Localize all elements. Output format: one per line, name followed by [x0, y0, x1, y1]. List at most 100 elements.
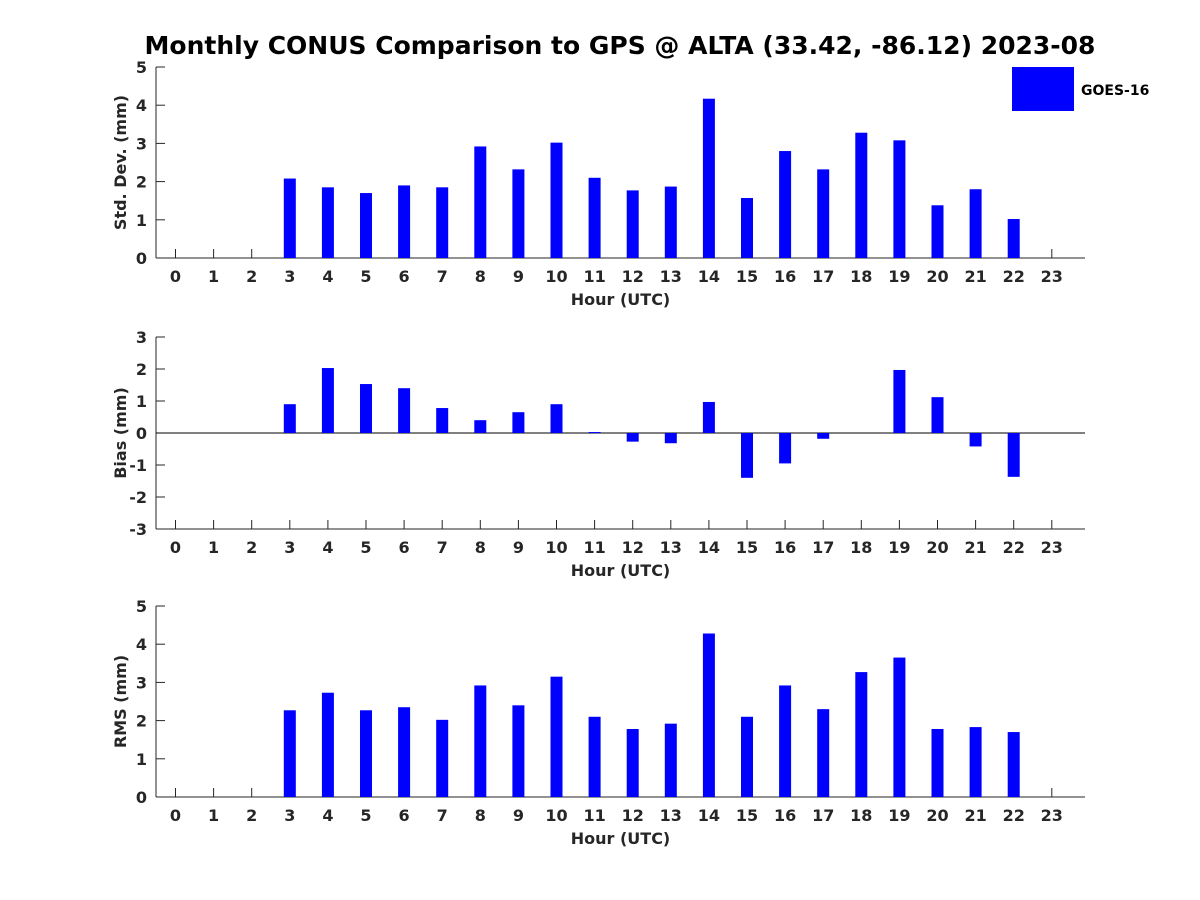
std-dev-x-tick-label: 14: [698, 267, 720, 286]
std-dev-x-tick-label: 11: [583, 267, 605, 286]
rms-x-tick-label: 19: [888, 806, 910, 825]
rms-y-tick-label: 2: [136, 712, 147, 731]
rms-x-tick-label: 22: [1003, 806, 1025, 825]
std-dev-x-tick-label: 12: [622, 267, 644, 286]
std-dev-bar-hour-20: [931, 205, 944, 258]
std-dev-bar-hour-4: [321, 187, 334, 258]
std-dev-bar-hour-10: [550, 142, 563, 258]
std-dev-y-tick-label: 1: [136, 211, 147, 230]
bias-y-axis-label: Bias (mm): [111, 387, 130, 479]
rms-bar-hour-17: [817, 709, 830, 797]
rms-x-tick-label: 13: [660, 806, 682, 825]
bias-x-tick-label: 15: [736, 538, 758, 557]
rms-bar-hour-3: [283, 710, 296, 797]
std-dev-x-tick-label: 17: [812, 267, 834, 286]
std-dev-bar-hour-6: [398, 185, 411, 258]
std-dev-x-tick-label: 0: [170, 267, 181, 286]
std-dev-x-tick-label: 5: [360, 267, 371, 286]
bias-bar-hour-20: [931, 397, 944, 433]
rms-y-tick-label: 0: [136, 788, 147, 807]
bias-y-tick-label: -3: [129, 520, 147, 539]
bias-x-tick-label: 23: [1041, 538, 1063, 557]
std-dev-x-tick-label: 2: [246, 267, 257, 286]
rms-x-tick-label: 18: [850, 806, 872, 825]
std-dev-bar-hour-18: [855, 132, 868, 258]
bias-y-tick-label: 2: [136, 360, 147, 379]
rms-x-tick-label: 12: [622, 806, 644, 825]
bias-bar-hour-3: [283, 404, 296, 433]
std-dev-bar-hour-11: [588, 177, 601, 258]
bias-x-tick-label: 11: [583, 538, 605, 557]
rms-x-tick-label: 10: [545, 806, 567, 825]
legend-swatch: [1012, 67, 1074, 111]
figure-title: Monthly CONUS Comparison to GPS @ ALTA (…: [145, 31, 1096, 60]
std-dev-x-tick-label: 15: [736, 267, 758, 286]
std-dev-x-tick-label: 10: [545, 267, 567, 286]
rms-x-tick-label: 8: [475, 806, 486, 825]
rms-x-tick-label: 21: [964, 806, 986, 825]
std-dev-bar-hour-19: [893, 140, 906, 258]
bias-x-tick-label: 20: [926, 538, 948, 557]
std-dev-bar-hour-7: [436, 187, 449, 258]
rms-y-axis-label: RMS (mm): [111, 655, 130, 748]
rms-bar-hour-12: [626, 729, 639, 797]
rms-x-tick-label: 14: [698, 806, 720, 825]
bias-y-tick-label: 3: [136, 328, 147, 347]
bias-bar-hour-17: [817, 433, 830, 439]
bias-bar-hour-15: [741, 433, 753, 478]
bias-x-tick-label: 3: [284, 538, 295, 557]
bias-bar-hour-6: [398, 388, 411, 433]
rms-x-tick-label: 23: [1041, 806, 1063, 825]
bias-x-tick-label: 2: [246, 538, 257, 557]
std-dev-bar-hour-3: [283, 178, 296, 258]
bias-x-tick-label: 9: [513, 538, 524, 557]
std-dev-bar-hour-17: [817, 169, 830, 258]
rms-bar-hour-21: [969, 727, 982, 797]
rms-bar-hour-15: [741, 716, 753, 797]
std-dev-x-tick-label: 23: [1041, 267, 1063, 286]
rms-x-tick-label: 2: [246, 806, 257, 825]
rms-bar-hour-13: [664, 723, 677, 797]
std-dev-y-tick-label: 4: [136, 96, 147, 115]
std-dev-y-tick-label: 5: [136, 58, 147, 77]
bias-x-tick-label: 5: [360, 538, 371, 557]
bias-bar-hour-16: [779, 433, 792, 464]
rms-bar-hour-9: [512, 705, 525, 797]
bias-bar-hour-9: [512, 412, 525, 433]
rms-y-tick-label: 5: [136, 597, 147, 616]
bias-bar-hour-11: [588, 432, 601, 434]
rms-bar-hour-20: [931, 729, 944, 797]
std-dev-bar-hour-8: [474, 146, 487, 258]
rms-x-tick-label: 7: [437, 806, 448, 825]
bias-x-tick-label: 19: [888, 538, 910, 557]
bias-bar-hour-12: [626, 433, 639, 442]
bias-bar-hour-10: [550, 404, 563, 433]
legend: GOES-16: [1012, 67, 1149, 111]
std-dev-x-tick-label: 7: [437, 267, 448, 286]
bias-x-tick-label: 12: [622, 538, 644, 557]
rms-x-tick-label: 0: [170, 806, 181, 825]
bias-x-tick-label: 17: [812, 538, 834, 557]
bias-bar-hour-19: [893, 369, 906, 433]
std-dev-x-tick-label: 20: [926, 267, 948, 286]
rms-bar-hour-19: [893, 657, 906, 797]
rms-bar-hour-14: [702, 633, 715, 797]
rms-bar-hour-18: [855, 672, 868, 797]
bias-x-tick-label: 4: [322, 538, 333, 557]
std-dev-x-tick-label: 4: [322, 267, 333, 286]
std-dev-x-tick-label: 6: [399, 267, 410, 286]
legend-label: GOES-16: [1081, 83, 1149, 99]
std-dev-bar-hour-12: [626, 190, 639, 258]
bias-x-tick-label: 1: [208, 538, 219, 557]
rms-x-tick-label: 1: [208, 806, 219, 825]
rms-bar-hour-11: [588, 716, 601, 797]
std-dev-y-tick-label: 2: [136, 173, 147, 192]
std-dev-bar-hour-22: [1007, 219, 1020, 258]
rms-bar-hour-10: [550, 676, 563, 797]
bias-bar-hour-22: [1007, 433, 1020, 477]
std-dev-x-tick-label: 13: [660, 267, 682, 286]
std-dev-bar-hour-16: [779, 151, 792, 258]
